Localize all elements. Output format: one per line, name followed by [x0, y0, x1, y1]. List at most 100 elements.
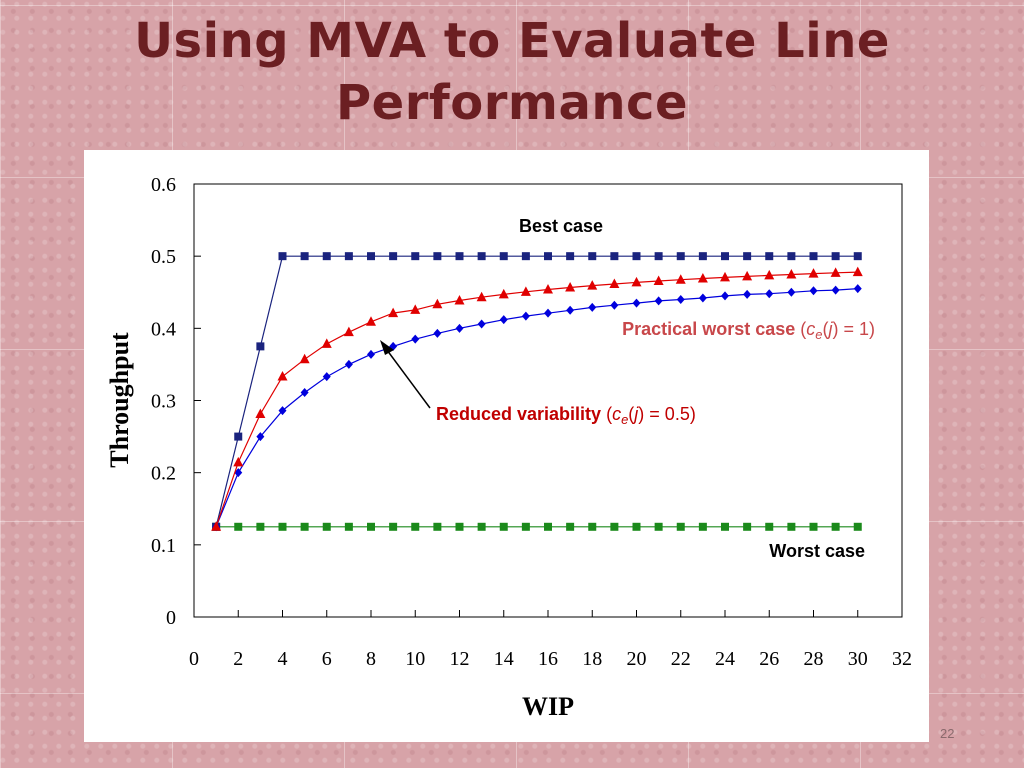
- practical-tail: ) = 1): [832, 319, 875, 339]
- best-casepoint: [411, 252, 420, 261]
- series-best-case: [212, 252, 862, 531]
- worst-casepoint: [322, 522, 331, 531]
- worst-casepoint: [433, 522, 442, 531]
- best-casepoint: [300, 252, 309, 261]
- practical-worst-case-main: Practical worst case: [622, 319, 795, 339]
- best-casepoint: [477, 252, 486, 261]
- practical-worst-casepoint: [454, 294, 465, 305]
- best-casepoint: [521, 252, 530, 261]
- reduced-variabilitypoint: [787, 287, 796, 297]
- reduced-variabilitypoint: [322, 372, 331, 382]
- reduced-variabilitypoint: [676, 294, 685, 304]
- reduced-variabilitypoint: [544, 308, 552, 318]
- best-casepoint: [654, 252, 663, 261]
- x-tick-label: 10: [405, 648, 425, 670]
- practical-worst-casepoint: [609, 278, 620, 288]
- reduced-variabilitypoint: [765, 289, 774, 299]
- worst-casepoint: [477, 522, 486, 531]
- series-layer: [211, 252, 863, 532]
- reduced-variabilitypoint: [632, 298, 641, 308]
- practical-worst-casepoint: [388, 307, 399, 318]
- reduced-variabilitypoint: [721, 291, 729, 301]
- reduced-variabilitypoint: [521, 311, 530, 321]
- practical-worst-casepoint: [343, 326, 354, 337]
- x-tick-label: 18: [582, 648, 602, 670]
- worst-casepoint: [831, 522, 840, 531]
- worst-casepoint: [632, 522, 641, 531]
- x-tick-label: 4: [278, 648, 288, 670]
- best-casepoint: [743, 252, 752, 261]
- chart-panel: 0 0.1 0.2 0.3 0.4 0.5 0.6 0 2 4 6 8 10 12 14 16 18 20 22 2…: [84, 150, 929, 742]
- best-casepoint: [698, 252, 707, 261]
- reduced-variabilitypoint: [588, 302, 597, 312]
- worst-casepoint: [344, 522, 353, 531]
- worst-casepoint: [853, 522, 862, 531]
- x-tick-label: 22: [671, 648, 691, 670]
- slide-title: Using MVA to Evaluate Line Performance: [0, 10, 1024, 134]
- reduced-j: j: [631, 404, 639, 424]
- worst-casepoint: [411, 522, 420, 531]
- slide-title-line-1: Using MVA to Evaluate Line: [134, 13, 890, 69]
- practical-worst-casepoint: [653, 275, 664, 285]
- x-tick-label: 26: [759, 648, 779, 670]
- y-tick-label: 0.1: [151, 535, 176, 557]
- x-tick-label: 6: [322, 648, 332, 670]
- x-tick-label: 0: [189, 648, 199, 670]
- y-tick-label: 0.5: [151, 246, 176, 268]
- worst-casepoint: [499, 522, 508, 531]
- x-tick-label: 8: [366, 648, 376, 670]
- best-casepoint: [831, 252, 840, 261]
- practical-paren-j-open: (: [822, 319, 828, 339]
- slide-title-line-2: Performance: [335, 75, 689, 131]
- best-casepoint: [765, 252, 774, 261]
- y-tick-label: 0.4: [151, 318, 176, 340]
- reduced-variabilitypoint: [433, 328, 442, 338]
- best-casepoint: [632, 252, 641, 261]
- practical-worst-casepoint: [786, 268, 797, 279]
- worst-casepoint: [654, 522, 663, 531]
- reduced-variabilitypoint: [566, 305, 575, 315]
- practical-worst-casepoint: [277, 370, 288, 381]
- worst-casepoint: [256, 522, 265, 531]
- reduced-variabilitypoint: [499, 315, 508, 325]
- practical-worst-casepoint: [543, 284, 553, 294]
- best-casepoint: [256, 342, 265, 351]
- reduced-variabilitypoint: [367, 349, 375, 359]
- y-axis-label: Throughput: [105, 332, 134, 468]
- reduced-variabilitypoint: [831, 285, 840, 295]
- best-casepoint: [588, 252, 597, 261]
- best-case-label: Best case: [519, 216, 603, 236]
- worst-casepoint: [521, 522, 530, 531]
- worst-casepoint: [278, 522, 287, 531]
- practical-worst-casepoint: [764, 269, 775, 280]
- practical-worst-casepoint: [697, 273, 708, 283]
- series-reduced-variability: [212, 284, 862, 532]
- worst-casepoint: [787, 522, 796, 531]
- practical-e-subscript: e: [815, 327, 822, 342]
- y-tick-label: 0.2: [151, 463, 176, 485]
- practical-worst-casepoint: [299, 353, 310, 364]
- best-casepoint: [278, 252, 287, 261]
- reduced-variabilitypoint: [698, 293, 707, 303]
- reduced-variabilitypoint: [654, 296, 663, 306]
- worst-case-label: Worst case: [769, 541, 865, 561]
- practical-worst-casepoint: [565, 281, 576, 292]
- practical-worst-casepoint: [742, 270, 753, 281]
- reduced-paren-j-open: (: [628, 404, 634, 424]
- worst-casepoint: [743, 522, 752, 531]
- practical-worst-casepoint: [476, 291, 487, 302]
- practical-c: c: [806, 319, 815, 339]
- worst-casepoint: [676, 522, 685, 531]
- best-casepoint: [809, 252, 818, 261]
- practical-worst-casepoint: [233, 456, 244, 467]
- best-casepoint: [610, 252, 619, 261]
- x-tick-label: 2: [233, 648, 243, 670]
- reduced-variability-label: Reduced variability (ce(j) = 0.5): [436, 404, 696, 427]
- best-casepoint: [322, 252, 331, 261]
- x-tick-label: 12: [450, 648, 470, 670]
- practical-worst-caseline: [215, 271, 858, 527]
- practical-worst-casepoint: [631, 276, 642, 287]
- best-casepoint: [389, 252, 398, 261]
- best-casepoint: [544, 252, 552, 261]
- best-casepoint: [499, 252, 508, 261]
